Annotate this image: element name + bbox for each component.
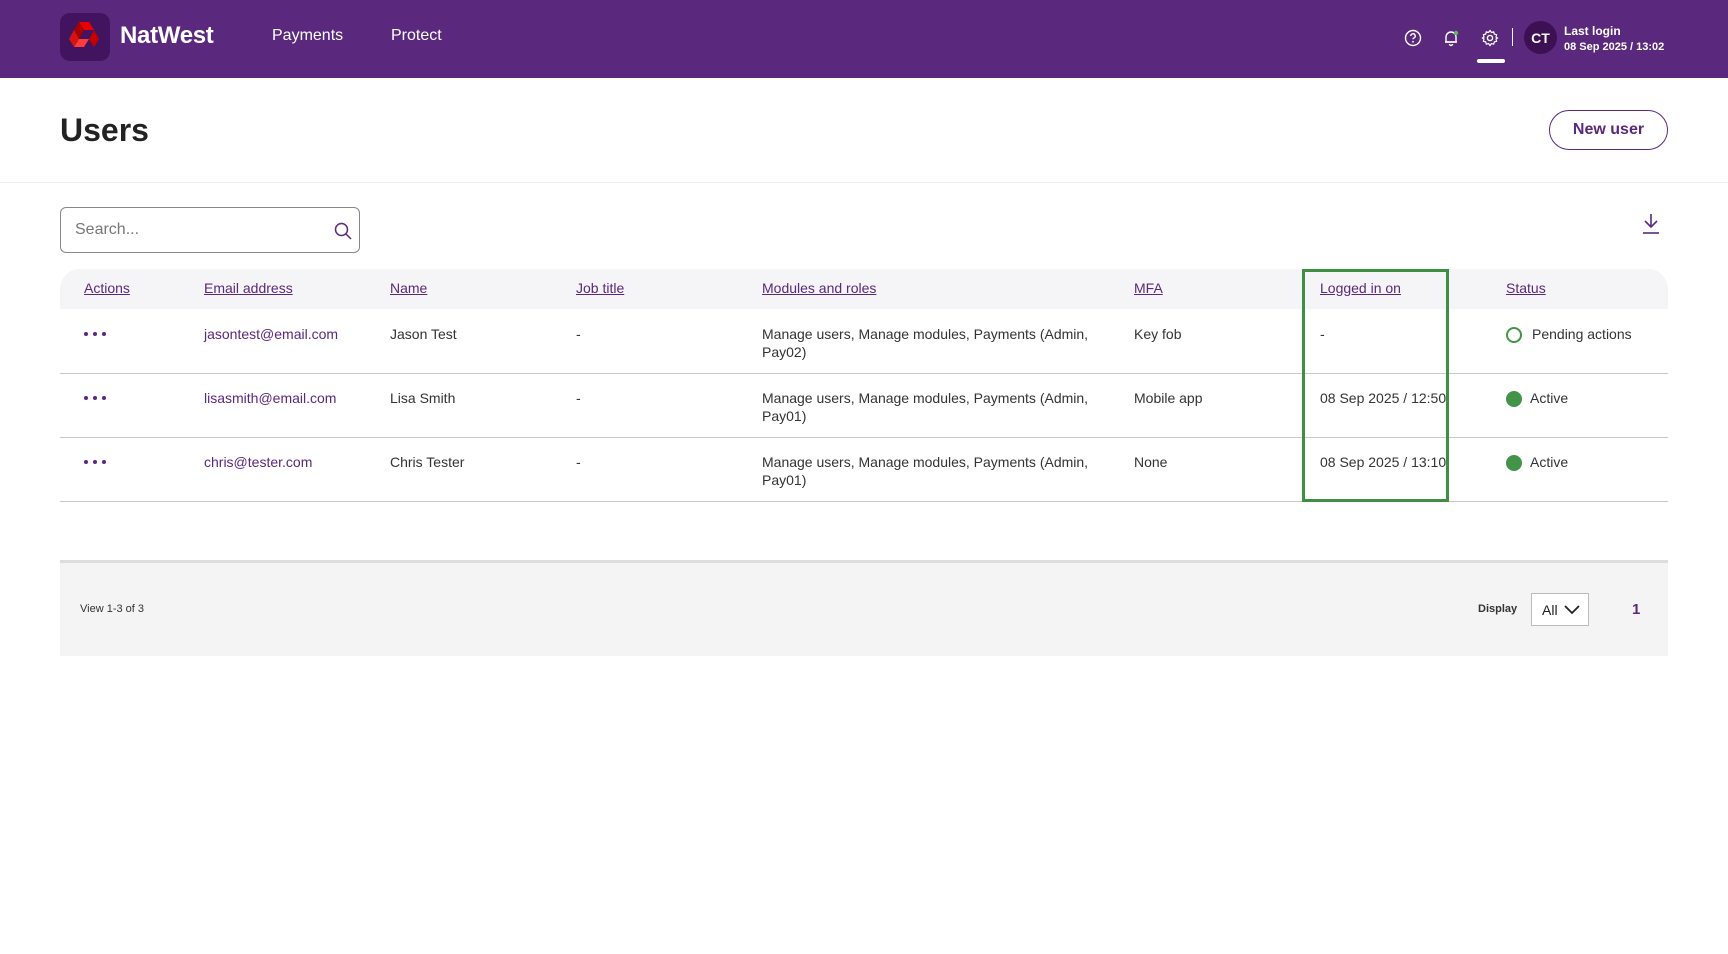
nav-payments[interactable]: Payments (272, 27, 344, 44)
natwest-logo[interactable] (60, 13, 110, 61)
display-select[interactable]: All (1531, 593, 1589, 626)
column-header-modules-roles[interactable]: Modules and roles (762, 280, 877, 296)
chevron-down-icon (1563, 604, 1580, 614)
row-mfa: Mobile app (1134, 390, 1203, 406)
row-divider (60, 373, 1668, 374)
row-roles: Manage users, Manage modules, Payments (… (762, 454, 1089, 488)
row-job-title: - (576, 326, 581, 342)
download-icon[interactable] (1640, 212, 1662, 236)
row-actions-menu[interactable] (84, 393, 106, 403)
row-logged-in-on: 08 Sep 2025 / 13:10 (1320, 454, 1447, 470)
new-user-button[interactable]: New user (1549, 110, 1668, 150)
row-email-link[interactable]: lisasmith@email.com (204, 390, 337, 406)
row-actions-menu[interactable] (84, 457, 106, 467)
row-logged-in-on: - (1320, 326, 1325, 342)
page-number-1[interactable]: 1 (1632, 601, 1641, 618)
view-count: View 1-3 of 3 (80, 603, 145, 615)
row-logged-in-on: 08 Sep 2025 / 12:50 (1320, 390, 1447, 406)
natwest-logo-icon (69, 22, 99, 47)
row-divider (60, 501, 1668, 502)
search-icon[interactable] (333, 221, 353, 241)
column-header-status[interactable]: Status (1506, 280, 1546, 296)
row-name: Chris Tester (390, 454, 465, 470)
search-box (60, 207, 360, 253)
column-header-logged-in-on[interactable]: Logged in on (1320, 280, 1401, 296)
search-input[interactable] (75, 218, 315, 242)
display-label: Display (1478, 603, 1518, 615)
last-login-value: 08 Sep 2025 / 13:02 (1564, 41, 1665, 53)
page-title: Users (60, 112, 149, 148)
header-divider (1512, 28, 1513, 46)
user-avatar[interactable]: CT (1524, 21, 1557, 54)
column-header-mfa[interactable]: MFA (1134, 280, 1163, 296)
row-divider (60, 437, 1668, 438)
row-mfa: Key fob (1134, 326, 1182, 342)
help-icon[interactable] (1401, 26, 1425, 50)
row-job-title: - (576, 390, 581, 406)
row-roles: Manage users, Manage modules, Payments (… (762, 326, 1089, 360)
bell-icon[interactable] (1439, 26, 1463, 50)
column-header-job-title[interactable]: Job title (576, 280, 625, 296)
row-name: Lisa Smith (390, 390, 456, 406)
row-roles: Manage users, Manage modules, Payments (… (762, 390, 1089, 424)
row-name: Jason Test (390, 326, 457, 342)
row-actions-menu[interactable] (84, 329, 106, 339)
column-header-email[interactable]: Email address (204, 280, 293, 296)
display-select-value: All (1542, 601, 1558, 618)
row-email-link[interactable]: jasontest@email.com (204, 326, 339, 342)
row-mfa: None (1134, 454, 1168, 470)
header-separator (0, 182, 1728, 183)
table-header (60, 269, 1668, 309)
last-login-label: Last login (1564, 24, 1621, 38)
top-navigation-bar: NatWest Payments Protect CT Last login 0… (0, 0, 1728, 78)
nav-protect[interactable]: Protect (391, 27, 442, 44)
row-status: Active (1530, 390, 1569, 406)
row-job-title: - (576, 454, 581, 470)
row-status: Active (1530, 454, 1569, 470)
row-email-link[interactable]: chris@tester.com (204, 454, 313, 470)
column-header-name[interactable]: Name (390, 280, 428, 296)
active-status-icon (1506, 391, 1522, 407)
row-status: Pending actions (1532, 326, 1632, 342)
brand-name: NatWest (120, 22, 214, 49)
pending-status-icon (1506, 327, 1522, 343)
active-settings-indicator (1477, 59, 1505, 63)
settings-icon[interactable] (1478, 26, 1502, 50)
column-header-actions[interactable]: Actions (84, 280, 130, 296)
pagination-panel (60, 560, 1668, 656)
active-status-icon (1506, 455, 1522, 471)
